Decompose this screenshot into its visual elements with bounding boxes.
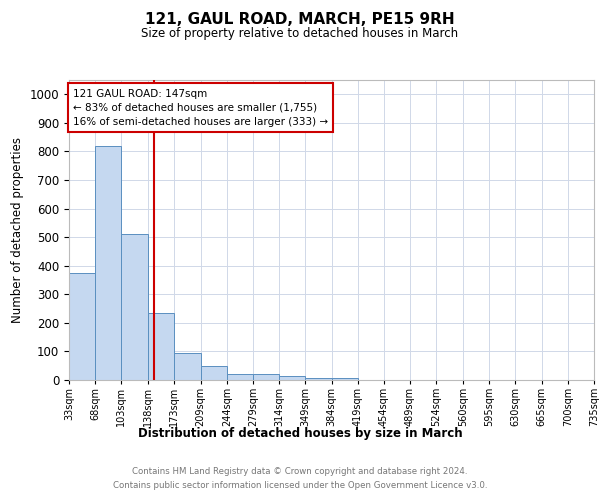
Bar [148, 313, 174, 380]
Bar [121, 234, 148, 380]
Text: Contains HM Land Registry data © Crown copyright and database right 2024.: Contains HM Land Registry data © Crown c… [132, 468, 468, 476]
Text: Contains public sector information licensed under the Open Government Licence v3: Contains public sector information licen… [113, 481, 487, 490]
Text: Size of property relative to detached houses in March: Size of property relative to detached ho… [142, 28, 458, 40]
Bar [279, 376, 305, 380]
Text: 121, GAUL ROAD, MARCH, PE15 9RH: 121, GAUL ROAD, MARCH, PE15 9RH [145, 12, 455, 28]
Text: 121 GAUL ROAD: 147sqm
← 83% of detached houses are smaller (1,755)
16% of semi-d: 121 GAUL ROAD: 147sqm ← 83% of detached … [73, 88, 328, 126]
Bar [305, 378, 331, 380]
Text: Distribution of detached houses by size in March: Distribution of detached houses by size … [137, 428, 463, 440]
Bar [200, 366, 227, 380]
Y-axis label: Number of detached properties: Number of detached properties [11, 137, 24, 323]
Bar [227, 374, 253, 380]
Bar [69, 273, 95, 380]
Bar [95, 146, 121, 380]
Bar [253, 374, 279, 380]
Bar [331, 378, 358, 380]
Bar [174, 353, 200, 380]
